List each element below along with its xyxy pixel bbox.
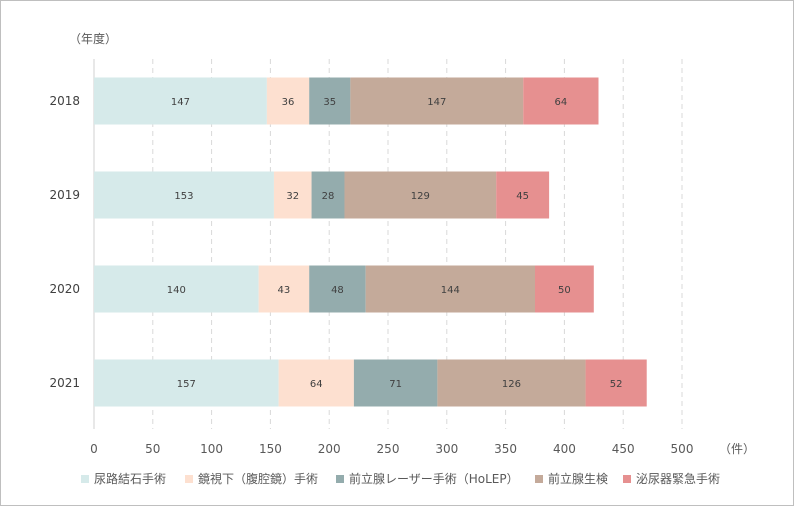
x-tick-label: 450 (612, 442, 635, 456)
bar-segment (273, 171, 312, 219)
x-tick-label: 0 (90, 442, 98, 456)
data-label: 35 (323, 97, 336, 108)
axis-labels: 0 50 100 150 200 250 300 350 400 450 500 2018 2019 20… (49, 94, 693, 456)
data-label: 153 (174, 191, 193, 202)
legend-label: 尿路結石手術 (94, 471, 166, 486)
bar-segment (94, 171, 274, 219)
data-label: 64 (555, 97, 568, 108)
data-label: 126 (502, 379, 521, 390)
bar-segment (353, 359, 438, 407)
legend-label: 前立腺生検 (548, 471, 608, 486)
x-tick-label: 500 (671, 442, 694, 456)
bar-segment (523, 77, 599, 125)
data-label: 140 (167, 285, 186, 296)
x-tick-label: 200 (318, 442, 341, 456)
legend: 尿路結石手術 鏡視下（腹腔鏡）手術 前立腺レーザー手術（HoLEP） 前立腺生検 泌尿器… (81, 471, 720, 486)
x-tick-label: 100 (200, 442, 223, 456)
legend-swatch (623, 475, 631, 483)
bar-segment (311, 171, 345, 219)
x-tick-label: 400 (553, 442, 576, 456)
bar-segment (258, 265, 310, 313)
data-label: 43 (278, 285, 291, 296)
bar-segment (496, 171, 550, 219)
data-label: 48 (331, 285, 344, 296)
bar-segment (344, 171, 497, 219)
bar-segment (350, 77, 524, 125)
data-label: 71 (389, 379, 402, 390)
legend-label: 前立腺レーザー手術（HoLEP） (349, 471, 519, 486)
data-label: 32 (286, 191, 299, 202)
x-tick-label: 50 (145, 442, 160, 456)
data-label: 147 (427, 97, 446, 108)
bar-segment (309, 265, 366, 313)
data-label: 50 (558, 285, 571, 296)
data-label: 147 (171, 97, 190, 108)
bar-segment (365, 265, 535, 313)
x-axis-unit: （件） (719, 442, 755, 456)
y-axis-title: （年度） (69, 31, 117, 46)
category-label: 2019 (49, 188, 80, 202)
data-label: 157 (177, 379, 196, 390)
legend-swatch (336, 475, 344, 483)
legend-swatch (535, 475, 543, 483)
data-label: 45 (516, 191, 529, 202)
data-label: 64 (310, 379, 323, 390)
category-label: 2018 (49, 94, 80, 108)
bar-segment (278, 359, 354, 407)
bar-segment (266, 77, 310, 125)
data-label: 129 (411, 191, 430, 202)
legend-swatch (185, 475, 193, 483)
bar-segment (94, 265, 259, 313)
legend-label: 鏡視下（腹腔鏡）手術 (198, 471, 318, 486)
legend-swatch (81, 475, 89, 483)
legend-label: 泌尿器緊急手術 (636, 471, 720, 486)
category-label: 2020 (49, 282, 80, 296)
data-label: 144 (441, 285, 460, 296)
x-tick-label: 150 (259, 442, 282, 456)
data-label: 36 (282, 97, 295, 108)
category-label: 2021 (49, 376, 80, 390)
data-label: 52 (610, 379, 623, 390)
bar-segment (585, 359, 647, 407)
data-label: 28 (322, 191, 335, 202)
x-tick-label: 250 (377, 442, 400, 456)
bar-segment (437, 359, 586, 407)
bar-segment (94, 359, 279, 407)
bar-segment (535, 265, 594, 313)
x-tick-label: 300 (435, 442, 458, 456)
x-tick-label: 350 (494, 442, 517, 456)
bar-segment (94, 77, 267, 125)
bars: 147 36 35 147 64 153 32 28 129 45 140 43 48 144 50 157 6… (94, 77, 647, 407)
bar-segment (309, 77, 351, 125)
